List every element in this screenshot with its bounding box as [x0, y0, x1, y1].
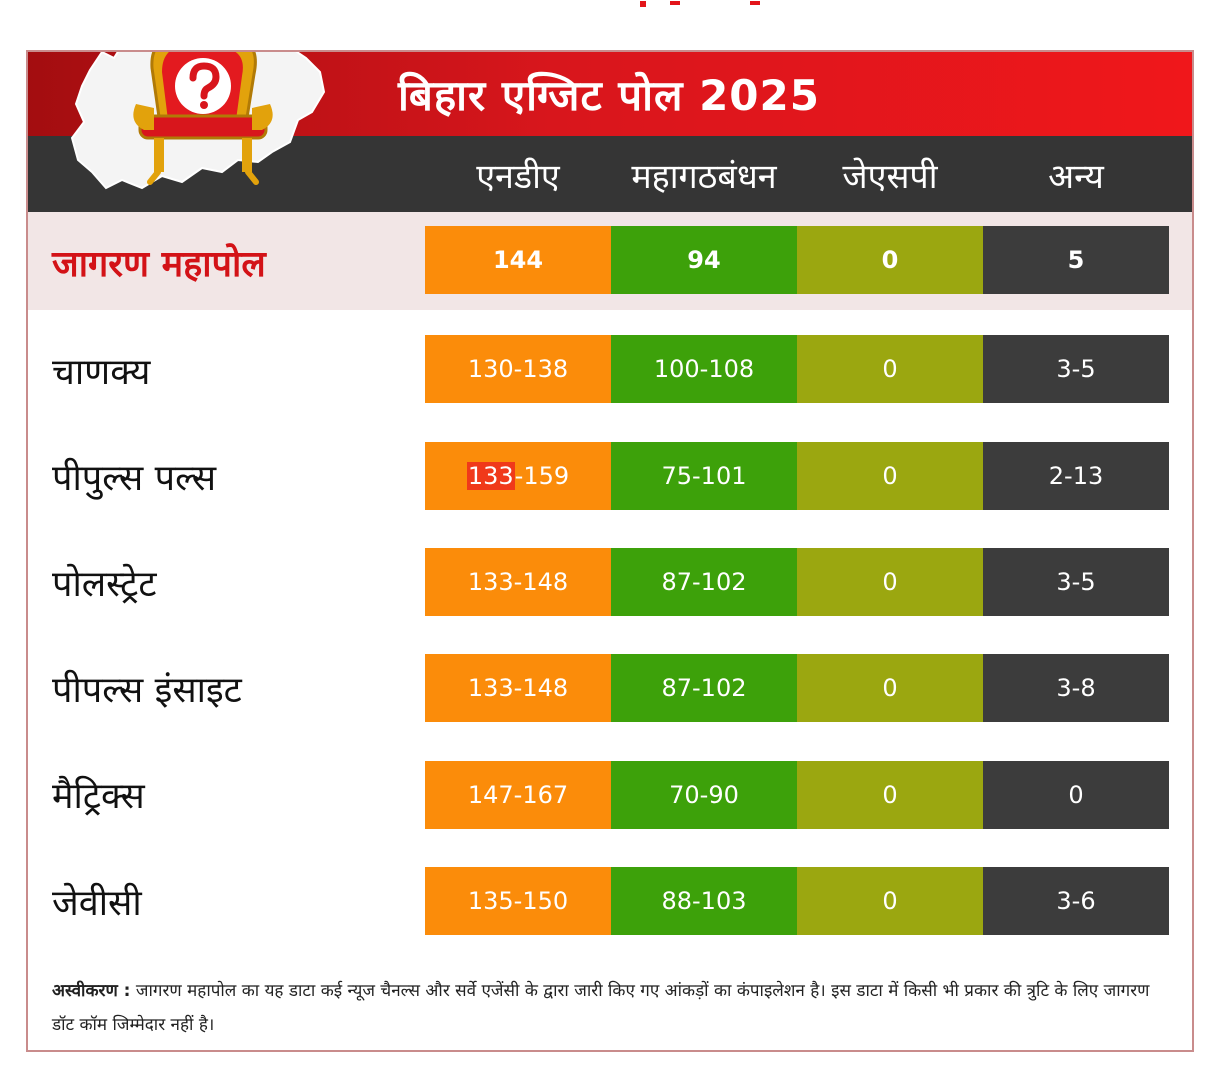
row-label-jvc: जेवीसी [52, 883, 142, 924]
cell-nda: 133 -159 [425, 442, 611, 510]
row-label-chanakya: चाणक्य [52, 352, 151, 393]
cell-others: 3-5 [983, 335, 1169, 403]
cell-others: 2-13 [983, 442, 1169, 510]
row-label-polstrat: पोलस्ट्रेट [52, 564, 157, 605]
cell-others: 3-6 [983, 867, 1169, 935]
cell-others: 0 [983, 761, 1169, 829]
column-header-others: अन्य [1048, 157, 1104, 197]
bihar-map-throne-icon [70, 52, 326, 190]
disclaimer-text: जागरण महापोल का यह डाटा कई न्यूज चैनल्स … [52, 981, 1150, 1035]
value-suffix: -159 [514, 462, 570, 490]
cell-mahagathbandhan: 70-90 [611, 761, 797, 829]
cell-jsp: 0 [797, 867, 983, 935]
row-label-peoples-pulse: पीपुल्स पल्स [52, 458, 217, 499]
cell-jsp: 0 [797, 548, 983, 616]
cell-jsp: 0 [797, 442, 983, 510]
cell-others: 5 [983, 226, 1169, 294]
cell-nda: 130-138 [425, 335, 611, 403]
cell-jsp: 0 [797, 654, 983, 722]
cell-mahagathbandhan: 88-103 [611, 867, 797, 935]
disclaimer: अस्वीकरण : जागरण महापोल का यह डाटा कई न्… [52, 974, 1162, 1042]
cell-jsp: 0 [797, 761, 983, 829]
cell-mahagathbandhan: 87-102 [611, 654, 797, 722]
cell-others: 3-5 [983, 548, 1169, 616]
cell-others: 3-8 [983, 654, 1169, 722]
row-label-jagran-mahapoll: जागरण महापोल [52, 244, 266, 285]
top-cropped-mark [640, 0, 770, 7]
cell-mahagathbandhan: 75-101 [611, 442, 797, 510]
cell-mahagathbandhan: 100-108 [611, 335, 797, 403]
cell-nda: 135-150 [425, 867, 611, 935]
column-header-jsp: जेएसपी [842, 157, 938, 197]
cell-mahagathbandhan: 94 [611, 226, 797, 294]
cell-nda: 144 [425, 226, 611, 294]
column-header-nda: एनडीए [476, 157, 560, 197]
page-title: बिहार एग्जिट पोल 2025 [398, 71, 820, 120]
disclaimer-label: अस्वीकरण : [52, 981, 131, 1001]
cell-jsp: 0 [797, 226, 983, 294]
highlighted-value: 133 [466, 462, 515, 490]
cell-nda: 133-148 [425, 654, 611, 722]
cell-mahagathbandhan: 87-102 [611, 548, 797, 616]
row-label-peoples-insight: पीपल्स इंसाइट [52, 670, 242, 711]
cell-nda: 133-148 [425, 548, 611, 616]
row-label-matrize: मैट्रिक्स [52, 776, 145, 817]
cell-jsp: 0 [797, 335, 983, 403]
cell-nda: 147-167 [425, 761, 611, 829]
exit-poll-card: बिहार एग्जिट पोल 2025 एनडीए महागठबंधन जे… [26, 50, 1194, 1052]
column-header-mahagathbandhan: महागठबंधन [631, 157, 777, 197]
